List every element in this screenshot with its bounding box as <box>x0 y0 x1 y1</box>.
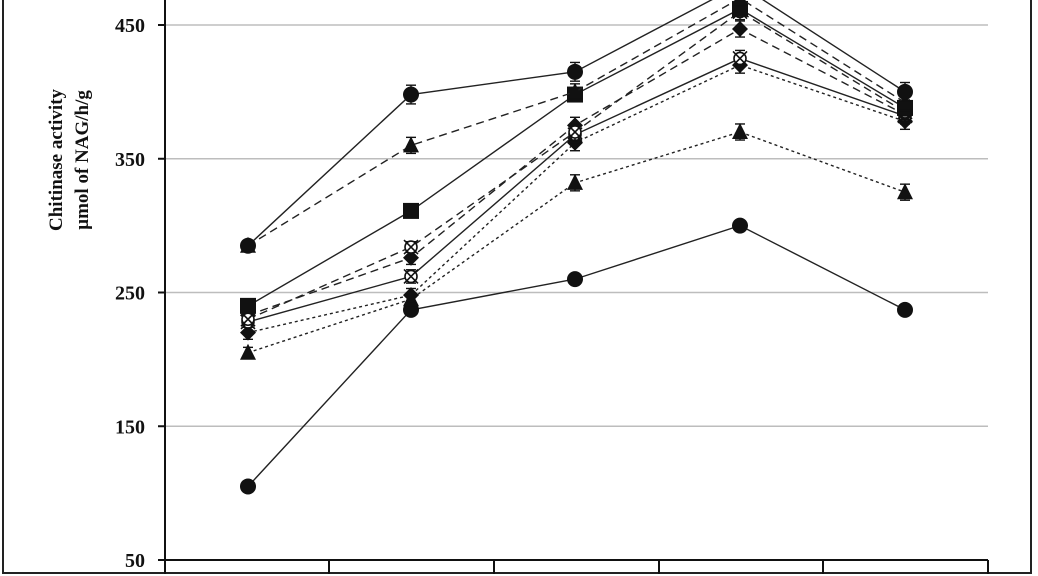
y-tick-label: 450 <box>115 15 145 37</box>
series-7 <box>240 0 913 314</box>
circle-marker <box>240 237 256 254</box>
circle-marker <box>240 478 256 495</box>
cross-marker-stroke <box>240 311 256 327</box>
series-line <box>247 0 906 247</box>
diamond-marker <box>403 249 419 266</box>
series-line <box>247 131 906 354</box>
square-marker <box>240 297 256 314</box>
triangle-marker <box>567 173 583 190</box>
cross-marker-stroke <box>567 124 583 140</box>
y-tick-labels: 50 150 250 350 450 <box>115 15 145 572</box>
diamond-marker <box>403 287 419 304</box>
series-9 <box>240 0 913 254</box>
y-axis-label-line-2: µmol of NAG/h/g <box>72 90 93 230</box>
triangle-marker <box>732 0 748 6</box>
cross-marker-stroke <box>732 50 748 67</box>
circle-marker <box>567 63 583 80</box>
square-marker <box>403 202 419 219</box>
axes <box>158 0 989 574</box>
circle-marker <box>403 86 419 103</box>
y-tick-label: 350 <box>115 149 145 171</box>
y-tick-label: 50 <box>125 550 145 572</box>
series-1 <box>240 217 913 495</box>
y-tick-label: 250 <box>115 283 145 305</box>
circle-marker <box>567 271 583 288</box>
triangle-marker <box>240 343 256 360</box>
y-axis-label-line-1: Chitinase activity <box>46 89 67 231</box>
gridlines <box>165 24 988 427</box>
triangle-marker <box>403 136 419 153</box>
circle-marker <box>897 83 913 100</box>
triangle-marker <box>897 183 913 200</box>
cross-marker-stroke <box>403 239 419 255</box>
triangle-marker <box>732 123 748 139</box>
series-line <box>247 8 906 307</box>
series-group <box>240 0 913 495</box>
diamond-marker <box>240 324 256 341</box>
y-tick-label: 150 <box>115 416 145 438</box>
circle-marker <box>897 301 913 318</box>
diamond-marker <box>732 21 748 38</box>
cross-marker-stroke <box>403 268 419 285</box>
series-line <box>247 224 906 487</box>
triangle-marker <box>567 82 583 99</box>
circle-marker <box>732 217 748 234</box>
